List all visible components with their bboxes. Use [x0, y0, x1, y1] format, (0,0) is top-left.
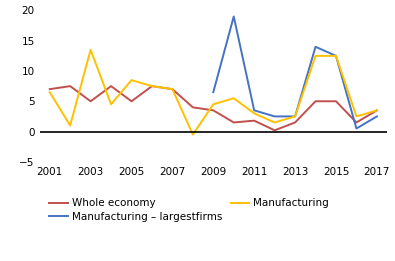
Legend: Whole economy, Manufacturing – largestfirms, Manufacturing: Whole economy, Manufacturing – largestfi…	[45, 194, 333, 226]
